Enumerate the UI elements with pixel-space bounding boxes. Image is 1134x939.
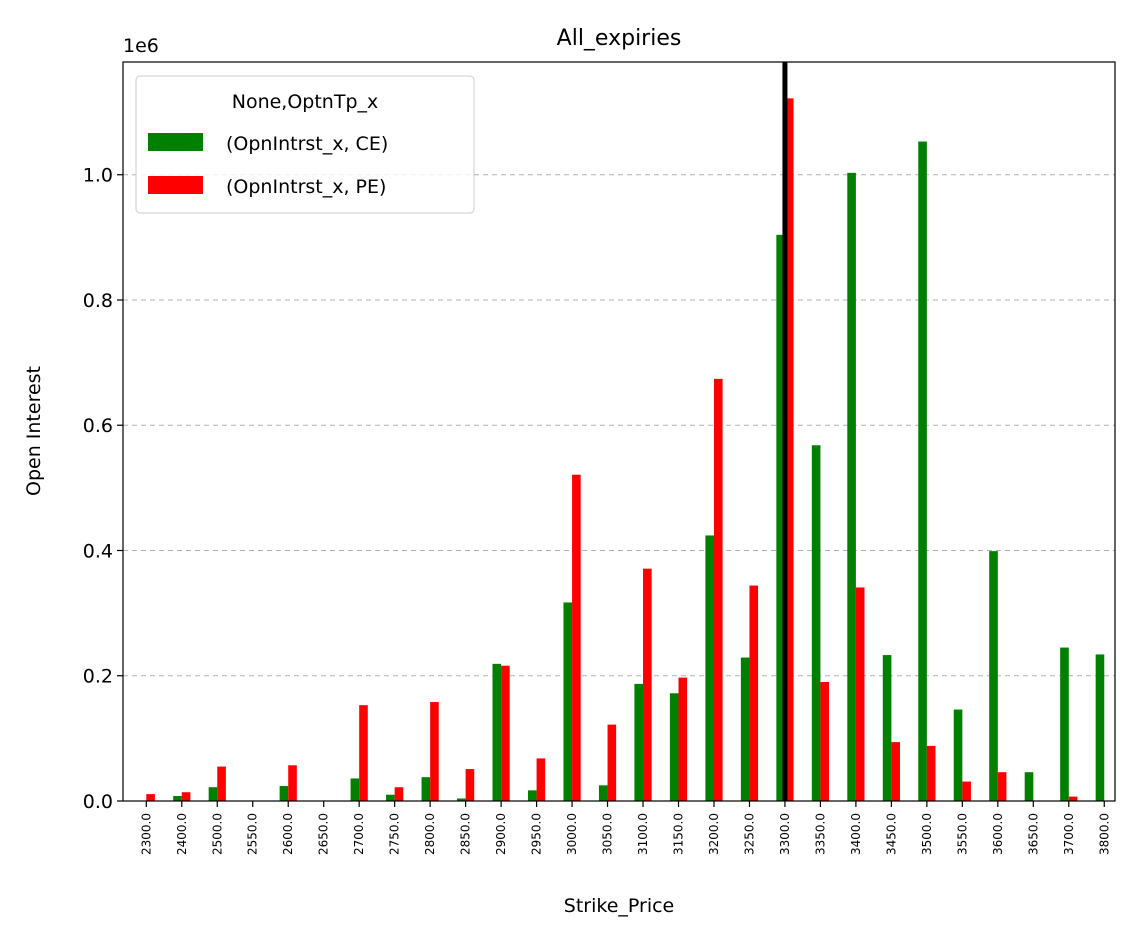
bar-ce: [279, 785, 289, 801]
legend-box: [135, 75, 475, 214]
bar-pe: [394, 787, 404, 801]
x-tick-label: 3050.0: [601, 813, 615, 855]
x-tick-label: 3500.0: [920, 813, 934, 855]
x-tick-label: 2650.0: [317, 813, 331, 855]
bar-ce: [776, 234, 785, 802]
y-axis-label: Open Interest: [23, 366, 45, 496]
x-axis-label: Strike_Price: [564, 895, 674, 917]
bar-ce: [918, 141, 927, 801]
x-tick-label: 3300.0: [778, 813, 792, 855]
y-tick-label: 0.4: [83, 540, 113, 562]
x-tick-label: 3100.0: [636, 813, 650, 855]
bar-pe: [146, 794, 155, 801]
bar-ce: [882, 655, 892, 801]
x-tick-label: 2700.0: [352, 813, 366, 855]
bar-pe: [288, 765, 297, 801]
x-tick-label: 2300.0: [139, 813, 153, 855]
bar-ce: [989, 551, 998, 801]
x-tick-label: 2550.0: [246, 813, 260, 855]
bar-pe: [784, 98, 794, 801]
bar-ce: [847, 172, 856, 802]
x-tick-label: 3450.0: [884, 813, 898, 855]
bar-pe: [749, 585, 759, 801]
y-tick-label: 0.0: [83, 791, 113, 813]
x-tick-label: 3600.0: [991, 813, 1005, 855]
bar-pe: [536, 758, 546, 801]
y-tick-label: 1.0: [83, 165, 113, 187]
x-tick-label: 2750.0: [388, 813, 402, 855]
bar-ce: [634, 683, 644, 801]
y-axis: 0.0 0.2 0.4 0.6 0.8 1.0: [83, 165, 123, 813]
bar-pe: [217, 766, 226, 801]
x-tick-label: 2950.0: [530, 813, 544, 855]
x-tick-label: 2800.0: [423, 813, 437, 855]
bar-pe: [607, 724, 617, 801]
bar-pe: [891, 742, 900, 801]
x-tick-label: 2600.0: [281, 813, 295, 855]
bar-pe: [181, 792, 191, 801]
x-tick-label: 3000.0: [565, 813, 579, 855]
bar-pe: [465, 769, 475, 801]
legend-label-ce: (OpnIntrst_x, CE): [226, 133, 388, 155]
x-tick-label: 2900.0: [494, 813, 508, 855]
bars: [146, 98, 1105, 802]
bar-pe: [926, 745, 936, 801]
x-tick-label: 3650.0: [1026, 813, 1040, 855]
x-tick-label: 3250.0: [742, 813, 756, 855]
bar-pe: [359, 705, 368, 801]
legend-label-pe: (OpnIntrst_x, PE): [226, 176, 386, 198]
bar-ce: [421, 777, 431, 801]
bar-ce: [492, 663, 502, 801]
bar-pe: [430, 702, 439, 801]
y-tick-label: 0.2: [83, 666, 113, 688]
bar-ce: [740, 657, 750, 801]
y-tick-label: 0.6: [83, 415, 113, 437]
chart-title: All_expiries: [557, 26, 682, 51]
x-axis: 2300.0 2400.0 2500.0 2550.0 2600.0 2650.0 2700…: [139, 801, 1111, 855]
bar-ce: [386, 794, 395, 801]
bar-pe: [643, 568, 652, 801]
bar-pe: [713, 378, 723, 801]
x-tick-label: 3200.0: [707, 813, 721, 855]
bar-pe: [962, 781, 971, 801]
bar-ce: [1060, 647, 1069, 801]
bar-ce: [811, 445, 821, 801]
bar-ce: [563, 602, 573, 801]
legend: None,OptnTp_x (OpnIntrst_x, CE) (OpnIntr…: [135, 75, 475, 214]
legend-swatch-ce: [148, 133, 203, 151]
x-tick-label: 3550.0: [955, 813, 969, 855]
bar-ce: [350, 778, 360, 801]
bar-ce: [1095, 654, 1105, 801]
bar-pe: [855, 587, 865, 801]
y-tick-label: 0.8: [83, 290, 113, 312]
bar-ce: [598, 785, 608, 801]
bar-ce: [527, 790, 537, 801]
bar-ce: [173, 795, 182, 801]
y-scale-label: 1e6: [123, 35, 159, 57]
x-tick-label: 3350.0: [813, 813, 827, 855]
bar-ce: [705, 535, 714, 801]
legend-swatch-pe: [148, 176, 203, 194]
bar-ce: [1024, 772, 1034, 801]
bar-pe: [1068, 796, 1078, 801]
plot-frame: [122, 61, 1116, 802]
bar-ce: [669, 693, 679, 801]
bar-pe: [501, 665, 510, 801]
x-tick-label: 3700.0: [1062, 813, 1076, 855]
x-tick-label: 2400.0: [175, 813, 189, 855]
x-tick-label: 3150.0: [672, 813, 686, 855]
bar-ce: [457, 798, 466, 801]
bar-ce: [208, 787, 218, 801]
x-tick-label: 2850.0: [459, 813, 473, 855]
x-tick-label: 3800.0: [1097, 813, 1111, 855]
legend-title: None,OptnTp_x: [232, 91, 379, 113]
bar-pe: [572, 474, 581, 801]
bar-pe: [997, 772, 1007, 801]
bar-pe: [678, 677, 688, 801]
bar-ce: [953, 709, 963, 801]
x-tick-label: 2500.0: [210, 813, 224, 855]
x-tick-label: 3400.0: [849, 813, 863, 855]
bar-pe: [820, 682, 830, 801]
